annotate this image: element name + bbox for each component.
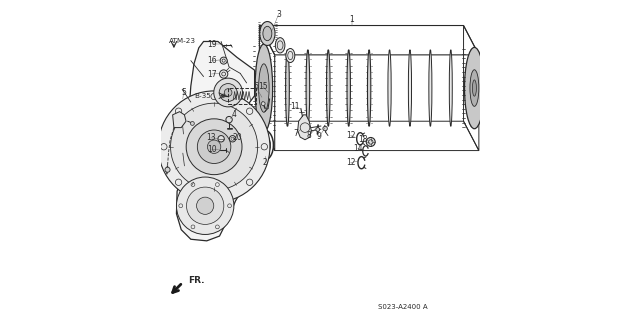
Circle shape xyxy=(170,103,258,190)
Circle shape xyxy=(224,89,232,96)
Circle shape xyxy=(196,197,214,214)
Circle shape xyxy=(191,122,195,125)
Text: 20: 20 xyxy=(232,133,242,142)
Circle shape xyxy=(218,136,224,142)
Ellipse shape xyxy=(255,130,273,160)
Text: 13: 13 xyxy=(206,133,216,142)
Text: 12: 12 xyxy=(346,158,355,167)
Ellipse shape xyxy=(265,50,269,126)
Circle shape xyxy=(219,84,237,101)
Ellipse shape xyxy=(470,70,479,106)
Text: B-35: B-35 xyxy=(195,93,212,99)
Text: 11: 11 xyxy=(290,102,300,111)
Ellipse shape xyxy=(465,48,484,129)
Text: 15: 15 xyxy=(258,82,268,91)
Polygon shape xyxy=(177,41,255,241)
Text: FR.: FR. xyxy=(189,276,205,285)
Text: 18: 18 xyxy=(358,135,368,144)
Text: 6: 6 xyxy=(253,82,258,91)
Text: 3: 3 xyxy=(276,10,281,19)
Ellipse shape xyxy=(326,50,330,126)
Circle shape xyxy=(226,116,232,123)
Ellipse shape xyxy=(347,50,351,126)
Circle shape xyxy=(177,177,234,234)
Circle shape xyxy=(158,91,270,203)
Ellipse shape xyxy=(260,22,275,45)
Circle shape xyxy=(316,128,320,131)
Polygon shape xyxy=(173,112,186,128)
Text: 7: 7 xyxy=(294,130,298,138)
Circle shape xyxy=(261,102,265,106)
Circle shape xyxy=(229,136,236,142)
Text: 16: 16 xyxy=(207,56,216,65)
Ellipse shape xyxy=(285,50,289,126)
Text: ATM-23: ATM-23 xyxy=(170,39,196,44)
Ellipse shape xyxy=(259,64,269,112)
Polygon shape xyxy=(298,115,312,140)
Ellipse shape xyxy=(449,50,452,126)
Text: 14: 14 xyxy=(353,144,362,153)
Circle shape xyxy=(165,167,170,172)
Ellipse shape xyxy=(367,50,371,126)
Ellipse shape xyxy=(388,50,391,126)
Ellipse shape xyxy=(470,50,473,126)
Text: 19: 19 xyxy=(207,40,216,48)
Ellipse shape xyxy=(255,44,273,132)
Circle shape xyxy=(366,137,375,146)
Circle shape xyxy=(197,130,231,163)
Circle shape xyxy=(221,94,225,97)
Circle shape xyxy=(323,126,327,131)
Circle shape xyxy=(214,78,243,107)
Circle shape xyxy=(220,57,227,64)
Text: 4: 4 xyxy=(232,110,236,119)
Text: 8: 8 xyxy=(307,131,311,140)
Ellipse shape xyxy=(429,50,432,126)
Text: S023-A2400 A: S023-A2400 A xyxy=(378,304,428,310)
Text: 5: 5 xyxy=(181,88,186,97)
Text: 12: 12 xyxy=(346,131,355,140)
Text: 2: 2 xyxy=(263,158,268,167)
Ellipse shape xyxy=(306,50,310,126)
Text: 9: 9 xyxy=(317,132,322,141)
Text: 10: 10 xyxy=(207,145,216,154)
Circle shape xyxy=(186,119,242,174)
Ellipse shape xyxy=(472,80,476,96)
Circle shape xyxy=(186,187,224,225)
Text: 1: 1 xyxy=(349,15,355,24)
Text: 17: 17 xyxy=(207,70,216,78)
Ellipse shape xyxy=(286,48,295,63)
Circle shape xyxy=(207,140,221,153)
Ellipse shape xyxy=(408,50,412,126)
Ellipse shape xyxy=(275,38,285,53)
Circle shape xyxy=(220,70,228,78)
Ellipse shape xyxy=(263,26,272,41)
